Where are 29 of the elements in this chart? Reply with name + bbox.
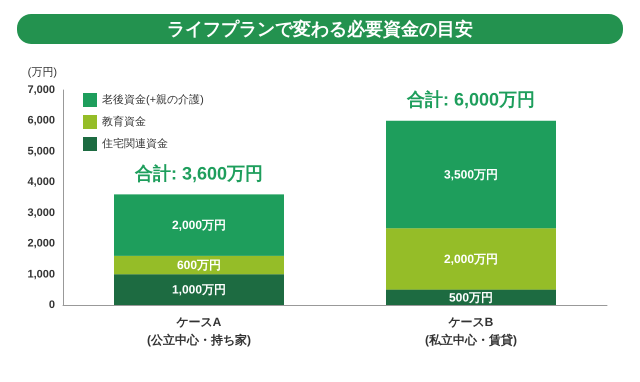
y-tick-label: 2,000: [27, 238, 55, 250]
y-tick-label: 4,000: [27, 176, 55, 188]
y-tick-label: 5,000: [27, 145, 55, 158]
bar: [114, 274, 284, 305]
y-tick-label: 1,000: [27, 268, 55, 280]
legend-label: 老後資金(+親の介護): [102, 93, 204, 106]
bar: [114, 194, 284, 256]
bar: [386, 228, 556, 290]
y-tick-label: 3,000: [27, 206, 55, 219]
y-tick-label: 7,000: [27, 84, 55, 96]
data-label: 500万円: [448, 290, 494, 304]
bar: [386, 120, 556, 228]
data-label: 2,000万円: [444, 252, 498, 266]
x-tick-label: ケースB (私立中心・賃貸): [425, 315, 517, 347]
legend-label: 教育資金: [102, 115, 146, 128]
y-tick-label: 6,000: [27, 114, 55, 127]
data-label: 3,500万円: [444, 167, 498, 182]
bar: [114, 256, 284, 274]
legend-label: 住宅関連資金: [102, 137, 168, 150]
y-axis-title: (万円): [28, 66, 57, 78]
x-tick-label: ケースA (公立中心・持ち家): [147, 315, 251, 347]
data-label: 2,000万円: [172, 218, 226, 232]
chart-title: ライフプランで変わる必要資金の目安: [167, 19, 473, 39]
total-label: 合計: 6,000万円: [406, 90, 536, 110]
total-label: 合計: 3,600万円: [134, 163, 264, 184]
data-label: 1,000万円: [172, 282, 226, 297]
data-label: 600万円: [176, 258, 222, 272]
bar: [386, 290, 556, 305]
y-tick-label: 0: [48, 299, 55, 311]
